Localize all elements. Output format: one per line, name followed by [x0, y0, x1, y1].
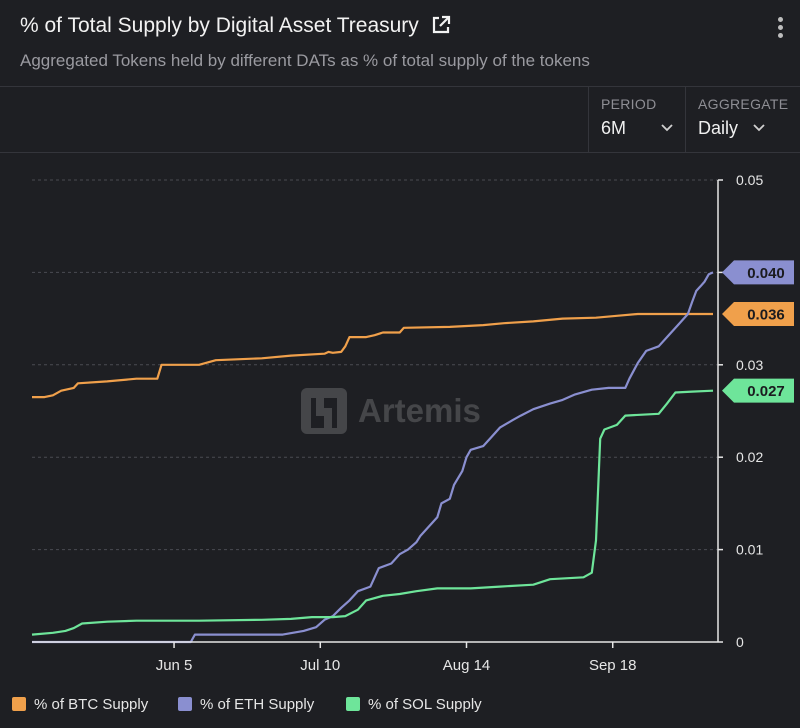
- x-tick-label: Jul 10: [300, 657, 340, 674]
- chart-subtitle: Aggregated Tokens held by different DATs…: [20, 51, 590, 70]
- chevron-down-icon: [753, 124, 765, 132]
- watermark-text: Artemis: [358, 392, 481, 429]
- legend-label: % of BTC Supply: [34, 696, 149, 713]
- legend-label: % of ETH Supply: [200, 696, 315, 713]
- aggregate-select[interactable]: AGGREGATE Daily: [685, 86, 800, 152]
- last-value-label-eth: 0.040: [747, 265, 785, 282]
- chart-title-text: % of Total Supply by Digital Asset Treas…: [20, 14, 419, 37]
- legend-item-eth[interactable]: % of ETH Supply: [178, 696, 314, 713]
- aggregate-value: Daily: [698, 118, 739, 138]
- series-line-btc[interactable]: [32, 312, 713, 399]
- divider: [0, 152, 800, 153]
- legend-swatch: [12, 697, 26, 711]
- external-link-icon[interactable]: [431, 15, 451, 35]
- legend-label: % of SOL Supply: [368, 696, 482, 713]
- legend-item-sol[interactable]: % of SOL Supply: [346, 696, 482, 713]
- chart-title: % of Total Supply by Digital Asset Treas…: [20, 14, 451, 38]
- divider: [0, 86, 800, 87]
- chevron-down-icon: [661, 124, 673, 132]
- last-value-label-btc: 0.036: [747, 306, 785, 323]
- y-tick-label: 0: [736, 634, 744, 650]
- last-value-badge-sol: [722, 378, 794, 403]
- last-value-badge-eth: [722, 260, 794, 285]
- artemis-watermark: Artemis: [301, 388, 481, 434]
- legend-swatch: [346, 697, 360, 711]
- more-options-icon[interactable]: [770, 14, 790, 42]
- period-value: 6M: [601, 118, 627, 138]
- x-tick-label: Sep 18: [589, 657, 637, 674]
- line-chart: Artemis 0 0.01 0.02 0.03 0.05 Jun 5 Jul 10 Aug …: [31, 172, 794, 674]
- y-tick-label: 0.01: [736, 542, 763, 558]
- x-tick-label: Jun 5: [156, 657, 193, 674]
- y-tick-label: 0.02: [736, 449, 763, 465]
- chart-header: % of Total Supply by Digital Asset Treas…: [0, 0, 800, 86]
- last-value-badge-btc: [722, 301, 794, 326]
- y-tick-label: 0.05: [736, 172, 763, 188]
- chart-controls: PERIOD 6M AGGREGATE Daily: [588, 86, 800, 152]
- series-line-sol[interactable]: [31, 389, 714, 636]
- y-tick-label: 0.03: [736, 357, 763, 373]
- period-select[interactable]: PERIOD 6M: [588, 86, 685, 152]
- legend-item-btc[interactable]: % of BTC Supply: [12, 696, 148, 713]
- period-label: PERIOD: [601, 96, 657, 112]
- legend-swatch: [178, 697, 192, 711]
- x-tick-label: Aug 14: [443, 657, 491, 674]
- last-value-label-sol: 0.027: [747, 383, 785, 400]
- aggregate-label: AGGREGATE: [698, 96, 789, 112]
